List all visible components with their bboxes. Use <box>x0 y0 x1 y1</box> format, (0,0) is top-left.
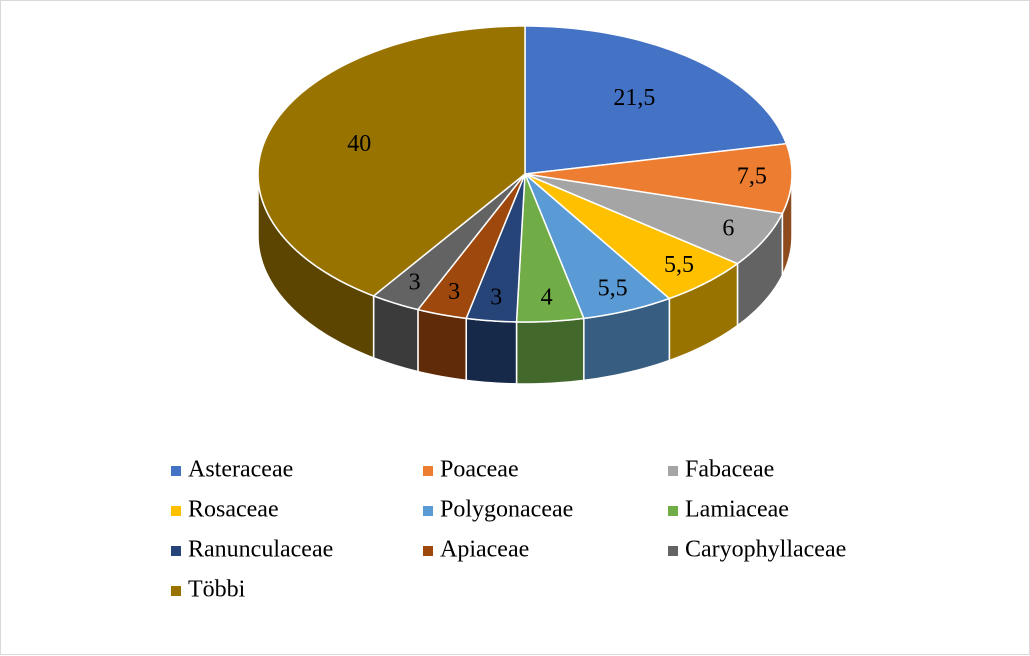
pie-slice <box>524 25 788 175</box>
legend-label: Fabaceae <box>685 457 774 483</box>
legend-swatch <box>668 466 678 476</box>
data-label: 40 <box>347 131 371 157</box>
legend-swatch <box>423 546 433 556</box>
legend-swatch <box>171 586 181 596</box>
legend-swatch <box>668 506 678 516</box>
legend-label: Lamiaceae <box>685 497 789 523</box>
legend-label: Többi <box>188 577 246 603</box>
legend-label: Apiaceae <box>440 537 529 563</box>
data-label: 7,5 <box>737 163 767 189</box>
data-label: 3 <box>490 284 502 310</box>
data-label: 5,5 <box>664 252 694 278</box>
legend-swatch <box>171 506 181 516</box>
legend-label: Poaceae <box>440 457 519 483</box>
legend-label: Asteraceae <box>188 457 293 483</box>
pie-labels: 21,5 7,56 5,5 5,5 4 3 3 3 40 <box>347 85 767 311</box>
pie-side <box>465 317 518 385</box>
pie-side <box>515 317 585 385</box>
pie-slice <box>524 173 784 265</box>
legend-label: Rosaceae <box>188 497 279 523</box>
legend-swatch <box>423 506 433 516</box>
data-label: 3 <box>448 279 460 305</box>
pie-side <box>417 308 467 382</box>
pie-slice <box>372 173 526 311</box>
data-label: 21,5 <box>613 85 655 111</box>
data-label: 5,5 <box>598 276 628 302</box>
legend-label: Caryophyllaceae <box>685 537 846 563</box>
legend-label: Ranunculaceae <box>188 537 333 563</box>
legend-swatch <box>668 546 678 556</box>
pie-slice <box>257 25 526 297</box>
legend-swatch <box>171 546 181 556</box>
data-label: 6 <box>722 215 734 241</box>
legend-label: Polygonaceae <box>440 497 573 523</box>
pie-slice <box>524 173 671 320</box>
legend-swatch <box>423 466 433 476</box>
pie-slice <box>515 173 585 323</box>
pie-slice <box>524 173 740 300</box>
legend-swatch <box>171 466 181 476</box>
pie-slice <box>524 142 793 215</box>
pie-slice <box>416 173 526 320</box>
pie-top <box>257 25 793 323</box>
data-label: 4 <box>541 285 553 311</box>
data-label: 3 <box>409 269 421 295</box>
